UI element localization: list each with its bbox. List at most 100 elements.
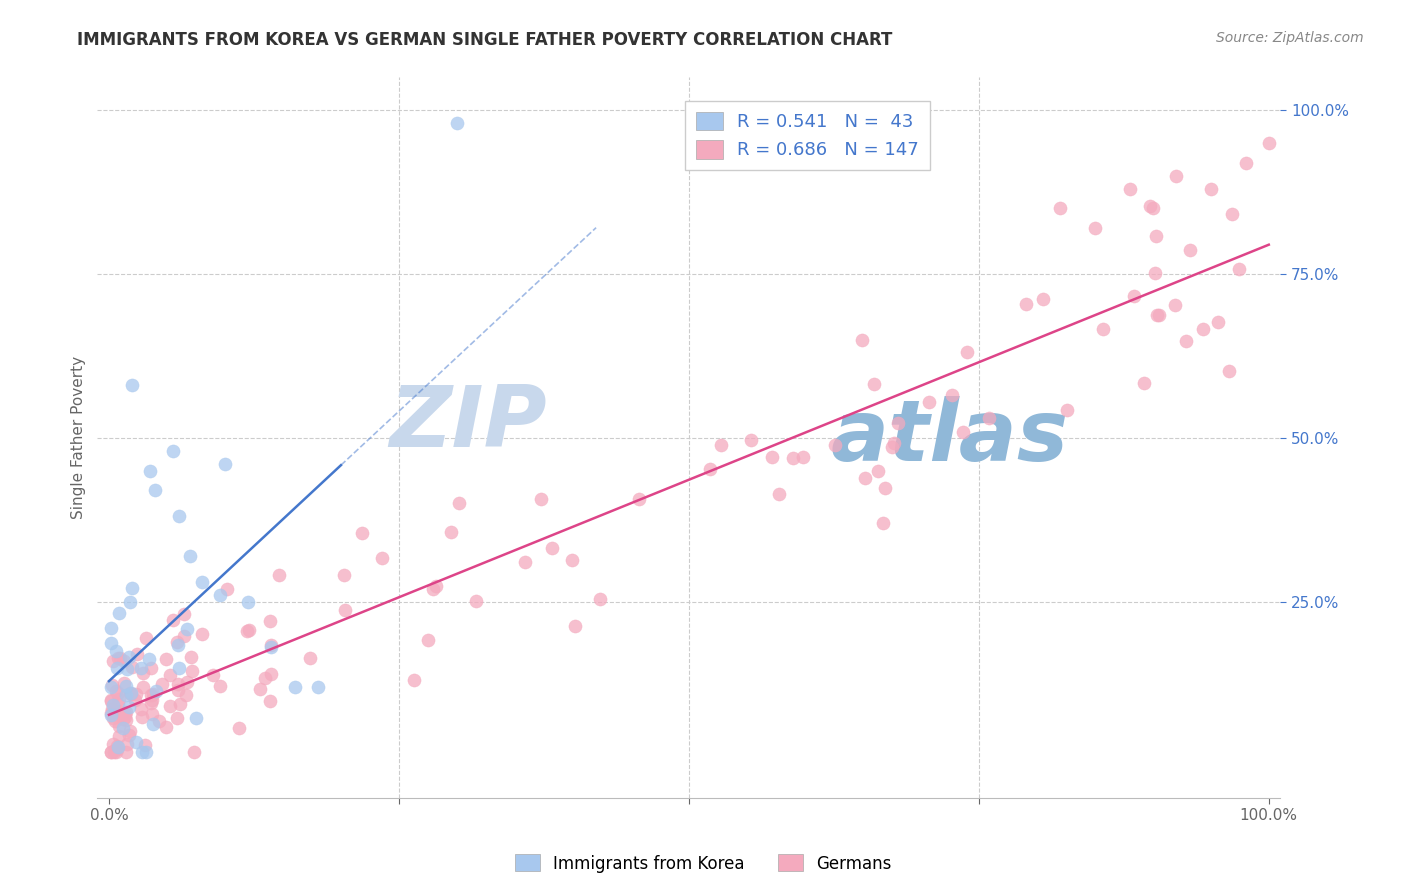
Text: IMMIGRANTS FROM KOREA VS GERMAN SINGLE FATHER POVERTY CORRELATION CHART: IMMIGRANTS FROM KOREA VS GERMAN SINGLE F…: [77, 31, 893, 49]
Point: [561, 553, 583, 567]
Point: [103, 745, 125, 759]
Point: [1174, 334, 1197, 349]
Point: [710, 438, 733, 452]
Point: [107, 651, 129, 665]
Point: [135, 631, 157, 645]
Point: [104, 745, 127, 759]
Point: [202, 668, 225, 682]
Point: [162, 443, 184, 458]
Point: [740, 433, 762, 447]
Point: [105, 742, 128, 756]
Point: [142, 717, 165, 731]
Point: [100, 694, 122, 708]
Point: [152, 676, 174, 690]
Point: [100, 621, 122, 635]
Point: [768, 487, 790, 501]
Text: atlas: atlas: [831, 396, 1069, 479]
Point: [114, 745, 136, 759]
Point: [107, 697, 129, 711]
Text: Source: ZipAtlas.com: Source: ZipAtlas.com: [1216, 31, 1364, 45]
Point: [1139, 198, 1161, 212]
Point: [1032, 292, 1054, 306]
Point: [176, 622, 198, 636]
Point: [699, 462, 721, 476]
Point: [159, 699, 181, 714]
Point: [236, 624, 259, 638]
Point: [100, 745, 122, 759]
Point: [824, 438, 846, 452]
Point: [166, 711, 188, 725]
Point: [217, 582, 239, 596]
Point: [107, 740, 129, 755]
Point: [259, 614, 281, 628]
Point: [875, 481, 897, 495]
Point: [107, 606, 129, 620]
Point: [1144, 266, 1167, 280]
Point: [169, 697, 191, 711]
Point: [143, 483, 166, 498]
Point: [124, 693, 146, 707]
Point: [100, 745, 122, 759]
Point: [515, 555, 537, 569]
Point: [118, 723, 141, 738]
Point: [120, 687, 142, 701]
Point: [121, 581, 143, 595]
Point: [307, 680, 329, 694]
Point: [118, 728, 141, 742]
Point: [141, 697, 163, 711]
Point: [107, 686, 129, 700]
Point: [299, 650, 322, 665]
Point: [883, 435, 905, 450]
Point: [112, 676, 135, 690]
Point: [254, 672, 277, 686]
Point: [104, 704, 127, 718]
Point: [173, 629, 195, 643]
Point: [101, 698, 124, 713]
Point: [121, 660, 143, 674]
Point: [627, 491, 650, 506]
Point: [979, 410, 1001, 425]
Point: [1049, 202, 1071, 216]
Point: [120, 686, 142, 700]
Point: [918, 395, 941, 409]
Point: [120, 595, 142, 609]
Point: [952, 425, 974, 440]
Point: [115, 738, 138, 752]
Point: [114, 688, 136, 702]
Point: [1164, 169, 1187, 183]
Point: [1015, 296, 1038, 310]
Point: [1164, 298, 1187, 312]
Point: [1257, 136, 1279, 150]
Point: [1091, 322, 1114, 336]
Point: [105, 684, 128, 698]
Point: [191, 627, 214, 641]
Point: [333, 603, 356, 617]
Point: [105, 661, 128, 675]
Point: [131, 745, 153, 759]
Point: [162, 613, 184, 627]
Point: [105, 739, 128, 754]
Point: [540, 541, 562, 555]
Point: [1084, 221, 1107, 235]
Point: [155, 652, 177, 666]
Point: [138, 463, 160, 477]
Point: [100, 693, 122, 707]
Point: [100, 706, 122, 721]
Point: [1144, 229, 1167, 244]
Point: [1218, 364, 1240, 378]
Point: [139, 660, 162, 674]
Point: [111, 721, 134, 735]
Point: [214, 457, 236, 471]
Point: [449, 495, 471, 509]
Point: [425, 579, 447, 593]
Point: [142, 687, 165, 701]
Point: [129, 702, 152, 716]
Point: [209, 679, 232, 693]
Point: [1122, 289, 1144, 303]
Point: [111, 712, 134, 726]
Point: [259, 693, 281, 707]
Point: [880, 440, 903, 454]
Point: [107, 704, 129, 718]
Point: [118, 699, 141, 714]
Point: [446, 116, 468, 130]
